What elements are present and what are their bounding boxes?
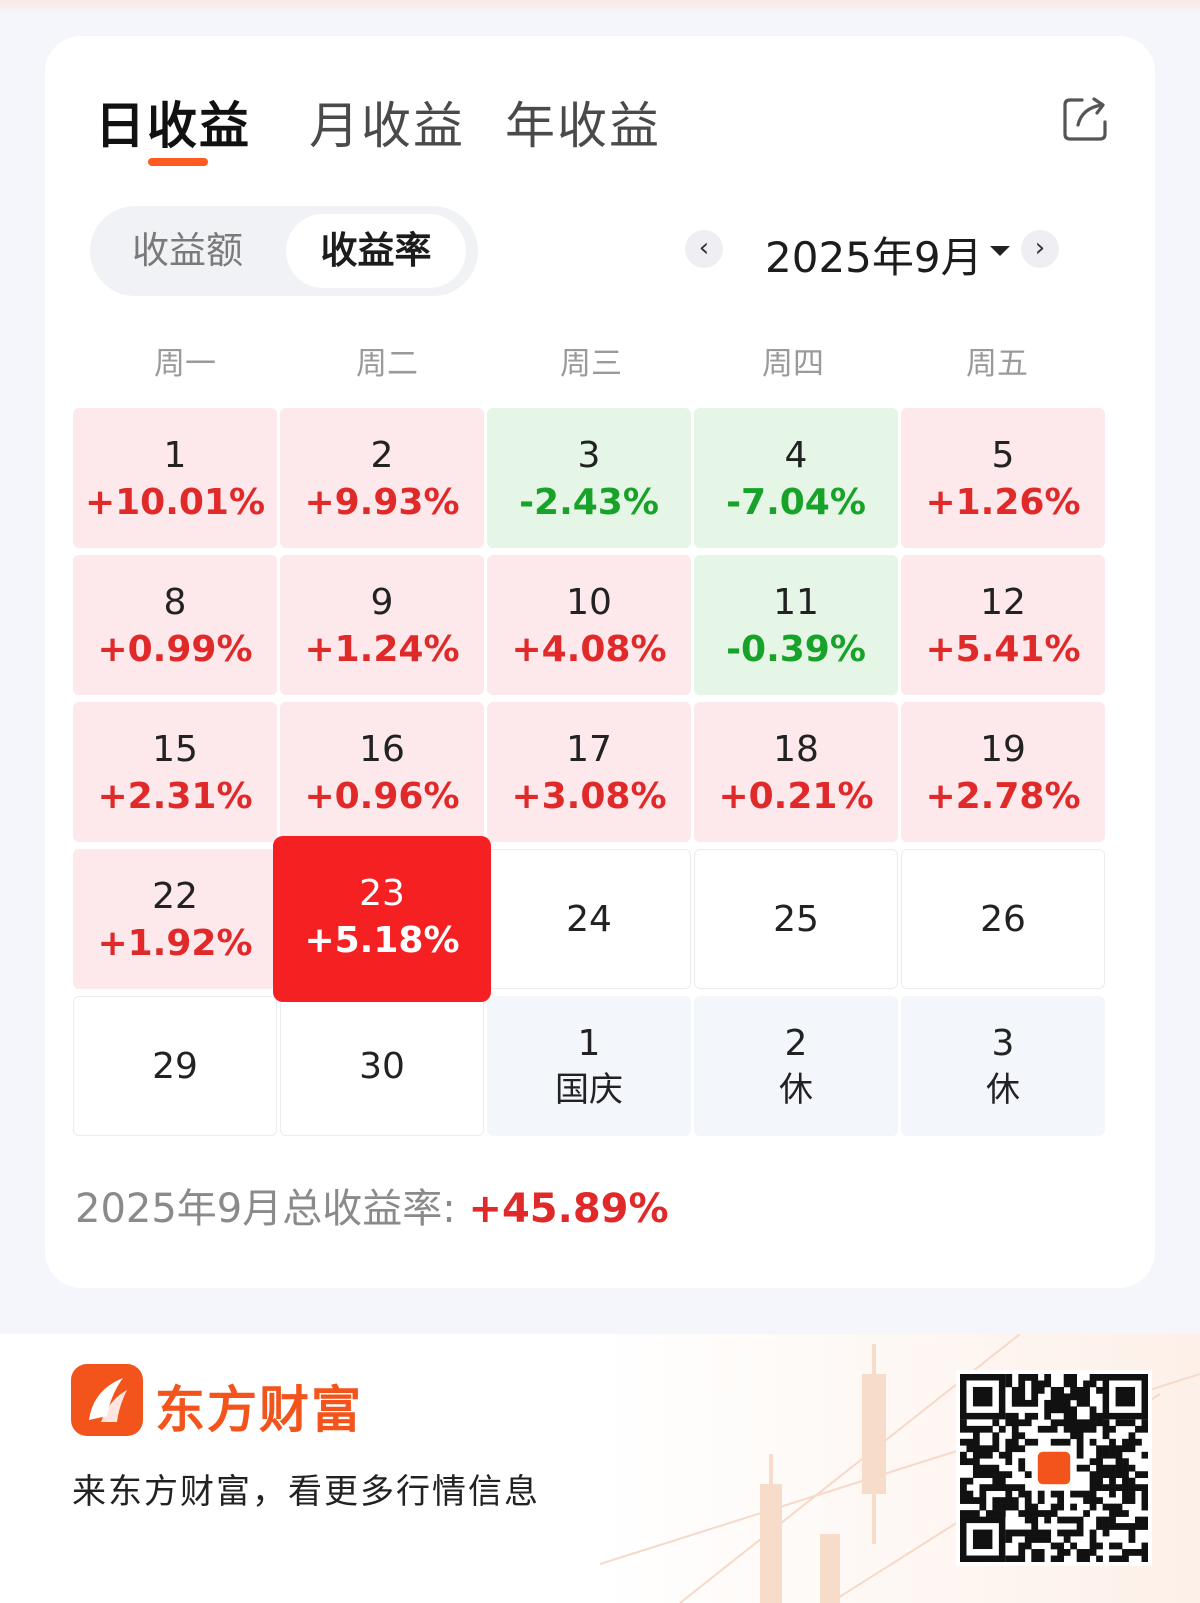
day-number: 22 xyxy=(152,876,198,917)
calendar-day-cell[interactable]: 24 xyxy=(487,849,691,989)
calendar-day-cell[interactable]: 17 +3.08% xyxy=(487,702,691,842)
month-total-value: +45.89% xyxy=(468,1186,669,1232)
day-number: 19 xyxy=(980,729,1026,770)
day-number: 16 xyxy=(359,729,405,770)
chevron-left-icon: ‹ xyxy=(698,233,710,263)
calendar-day-cell[interactable]: 1 国庆 xyxy=(487,996,691,1136)
brand-name: 东方财富 xyxy=(155,1381,363,1439)
day-number: 18 xyxy=(773,729,819,770)
daily-return: +0.21% xyxy=(718,776,874,817)
day-number: 3 xyxy=(577,435,601,476)
caret-down-icon[interactable] xyxy=(990,246,1010,256)
day-number: 2 xyxy=(370,435,394,476)
weekday-mon: 周一 xyxy=(154,346,216,382)
daily-return: +1.92% xyxy=(97,923,253,964)
day-number: 25 xyxy=(773,899,819,940)
month-total-label: 2025年9月总收益率: xyxy=(75,1186,469,1232)
daily-return: +5.18% xyxy=(304,920,460,961)
day-number: 26 xyxy=(980,899,1026,940)
daily-return: +10.01% xyxy=(84,482,266,523)
day-number: 30 xyxy=(359,1046,405,1087)
calendar-day-cell[interactable]: 5 +1.26% xyxy=(901,408,1105,548)
earnings-card: 日收益 月收益 年收益 收益额 收益率 ‹ 2025年9月 › 周一 周二 周三… xyxy=(45,36,1155,1288)
weekday-thu: 周四 xyxy=(762,346,824,382)
calendar-day-cell[interactable]: 30 xyxy=(280,996,484,1136)
daily-return: -0.39% xyxy=(726,629,866,670)
weekday-wed: 周三 xyxy=(560,346,622,382)
month-total: 2025年9月总收益率: +45.89% xyxy=(75,1176,669,1234)
holiday-note: 国庆 xyxy=(555,1070,623,1110)
footer-banner: 东方财富 来东方财富，看更多行情信息 xyxy=(0,1334,1200,1603)
tab-yearly[interactable]: 年收益 xyxy=(505,97,661,155)
day-number: 1 xyxy=(163,435,187,476)
calendar-day-cell[interactable]: 12 +5.41% xyxy=(901,555,1105,695)
daily-return: +1.24% xyxy=(304,629,460,670)
calendar-day-cell[interactable]: 18 +0.21% xyxy=(694,702,898,842)
calendar-day-cell[interactable]: 9 +1.24% xyxy=(280,555,484,695)
calendar-day-cell[interactable]: 11 -0.39% xyxy=(694,555,898,695)
daily-return: +2.31% xyxy=(97,776,253,817)
brand-logo-icon xyxy=(71,1364,143,1436)
calendar-day-cell[interactable]: 3 -2.43% xyxy=(487,408,691,548)
daily-return: -7.04% xyxy=(726,482,866,523)
tab-active-indicator xyxy=(148,158,208,166)
day-number: 8 xyxy=(163,582,187,623)
day-number: 3 xyxy=(991,1023,1015,1064)
chevron-right-icon: › xyxy=(1034,233,1046,263)
calendar-day-cell[interactable]: 16 +0.96% xyxy=(280,702,484,842)
tab-daily[interactable]: 日收益 xyxy=(95,97,251,155)
segment-rate[interactable]: 收益率 xyxy=(286,214,466,288)
day-number: 29 xyxy=(152,1046,198,1087)
segment-amount[interactable]: 收益额 xyxy=(132,229,243,272)
day-number: 2 xyxy=(784,1023,808,1064)
day-number: 23 xyxy=(359,873,405,914)
prev-month-button[interactable]: ‹ xyxy=(685,230,723,268)
calendar-day-cell[interactable]: 19 +2.78% xyxy=(901,702,1105,842)
daily-return: +2.78% xyxy=(925,776,1081,817)
weekday-fri: 周五 xyxy=(966,346,1028,382)
footer-slogan: 来东方财富，看更多行情信息 xyxy=(72,1472,540,1512)
calendar-day-cell[interactable]: 25 xyxy=(694,849,898,989)
daily-return: +1.26% xyxy=(925,482,1081,523)
day-number: 15 xyxy=(152,729,198,770)
calendar-day-cell[interactable]: 23 +5.18% xyxy=(273,836,491,1002)
daily-return: +9.93% xyxy=(304,482,460,523)
calendar-day-cell[interactable]: 4 -7.04% xyxy=(694,408,898,548)
daily-return: +0.96% xyxy=(304,776,460,817)
day-number: 9 xyxy=(370,582,394,623)
calendar-day-cell[interactable]: 22 +1.92% xyxy=(73,849,277,989)
calendar-day-cell[interactable]: 26 xyxy=(901,849,1105,989)
daily-return: +4.08% xyxy=(511,629,667,670)
top-strip xyxy=(0,0,1200,14)
daily-return: -2.43% xyxy=(519,482,659,523)
holiday-note: 休 xyxy=(779,1070,813,1110)
tab-monthly[interactable]: 月收益 xyxy=(309,97,465,155)
daily-return: +3.08% xyxy=(511,776,667,817)
qr-code[interactable] xyxy=(956,1370,1152,1566)
holiday-note: 休 xyxy=(986,1070,1020,1110)
daily-return: +0.99% xyxy=(97,629,253,670)
calendar-day-cell[interactable]: 1 +10.01% xyxy=(73,408,277,548)
calendar-day-cell[interactable]: 15 +2.31% xyxy=(73,702,277,842)
day-number: 4 xyxy=(784,435,808,476)
day-number: 11 xyxy=(773,582,819,623)
day-number: 17 xyxy=(566,729,612,770)
weekday-tue: 周二 xyxy=(356,346,418,382)
calendar-day-cell[interactable]: 10 +4.08% xyxy=(487,555,691,695)
daily-return: +5.41% xyxy=(925,629,1081,670)
calendar-day-cell[interactable]: 29 xyxy=(73,996,277,1136)
day-number: 5 xyxy=(991,435,1015,476)
share-icon[interactable] xyxy=(1060,94,1110,144)
day-number: 10 xyxy=(566,582,612,623)
calendar-day-cell[interactable]: 2 +9.93% xyxy=(280,408,484,548)
metric-toggle: 收益额 收益率 xyxy=(90,206,478,296)
day-number: 12 xyxy=(980,582,1026,623)
day-number: 24 xyxy=(566,899,612,940)
next-month-button[interactable]: › xyxy=(1021,230,1059,268)
calendar-day-cell[interactable]: 8 +0.99% xyxy=(73,555,277,695)
month-label[interactable]: 2025年9月 xyxy=(765,233,983,282)
day-number: 1 xyxy=(577,1023,601,1064)
